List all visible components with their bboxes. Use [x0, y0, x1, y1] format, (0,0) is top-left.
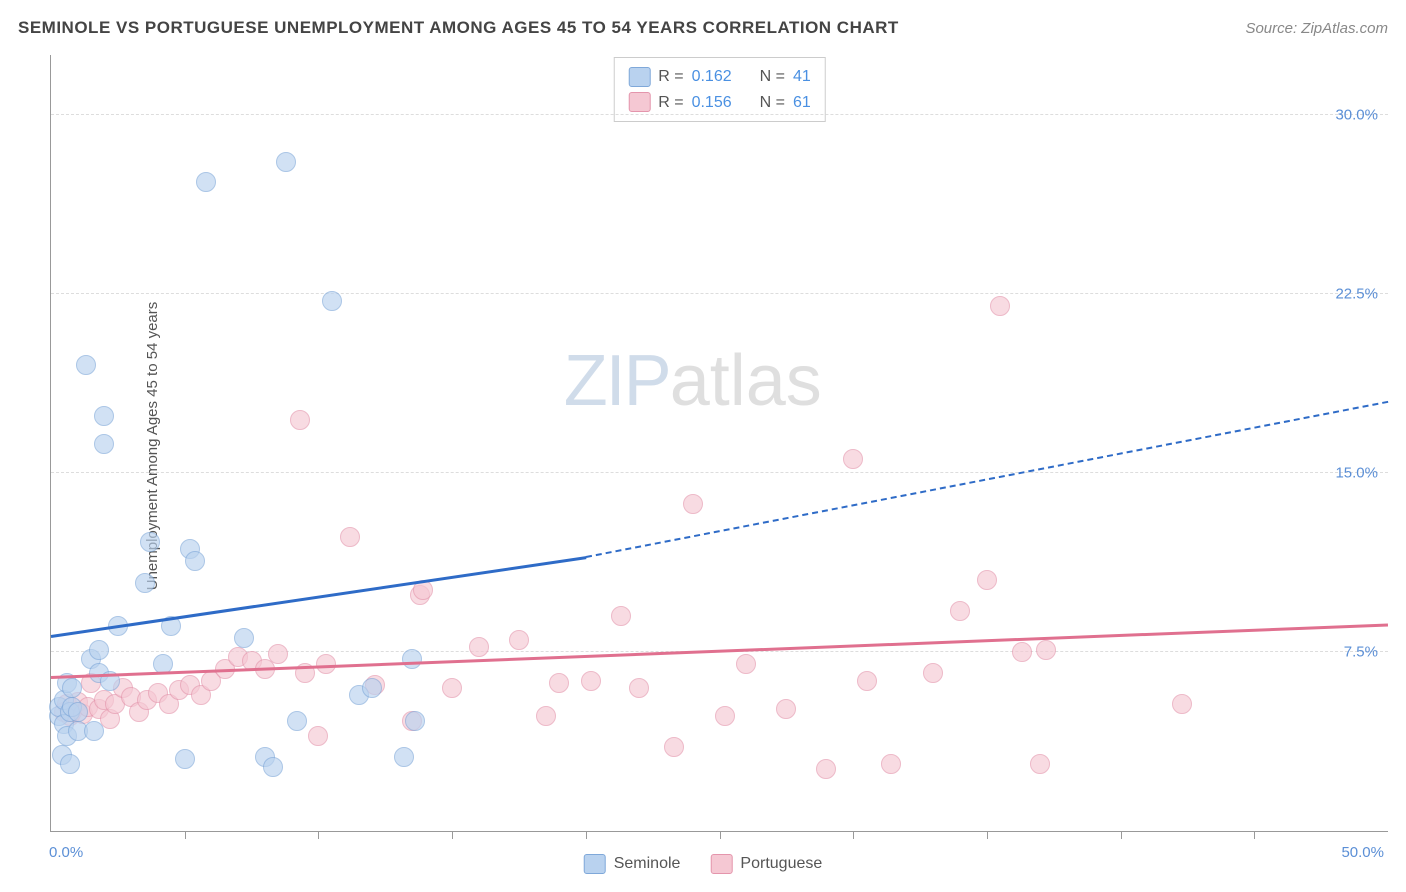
x-tick — [1121, 831, 1122, 839]
chart-title: SEMINOLE VS PORTUGUESE UNEMPLOYMENT AMON… — [18, 18, 899, 38]
data-point — [611, 606, 631, 626]
data-point — [263, 757, 283, 777]
data-point — [140, 532, 160, 552]
data-point — [276, 152, 296, 172]
data-point — [76, 355, 96, 375]
data-point — [581, 671, 601, 691]
trend-line — [51, 556, 586, 638]
legend-row: R = 0.156 N = 61 — [628, 90, 811, 116]
legend-item: Seminole — [584, 854, 681, 874]
data-point — [1172, 694, 1192, 714]
n-label: N = — [760, 90, 785, 116]
data-point — [94, 434, 114, 454]
data-point — [549, 673, 569, 693]
trend-line — [586, 401, 1389, 558]
data-point — [664, 737, 684, 757]
data-point — [196, 172, 216, 192]
data-point — [923, 663, 943, 683]
legend-label: Seminole — [614, 855, 681, 873]
data-point — [1036, 640, 1056, 660]
x-tick — [1254, 831, 1255, 839]
data-point — [1012, 642, 1032, 662]
x-tick — [586, 831, 587, 839]
grid-line — [51, 114, 1388, 115]
y-tick-label: 7.5% — [1344, 643, 1378, 660]
legend-item: Portuguese — [710, 854, 822, 874]
legend-row: R = 0.162 N = 41 — [628, 64, 811, 90]
x-tick — [853, 831, 854, 839]
r-label: R = — [658, 64, 683, 90]
data-point — [60, 754, 80, 774]
data-point — [84, 721, 104, 741]
x-tick — [452, 831, 453, 839]
watermark-zip: ZIP — [564, 341, 670, 421]
r-value: 0.156 — [692, 90, 732, 116]
data-point — [287, 711, 307, 731]
data-point — [68, 702, 88, 722]
data-point — [340, 527, 360, 547]
data-point — [1030, 754, 1050, 774]
legend-swatch — [584, 854, 606, 874]
data-point — [509, 630, 529, 650]
data-point — [977, 570, 997, 590]
data-point — [290, 410, 310, 430]
legend-label: Portuguese — [740, 855, 822, 873]
legend-swatch — [628, 92, 650, 112]
n-label: N = — [760, 64, 785, 90]
legend-swatch — [710, 854, 732, 874]
data-point — [990, 296, 1010, 316]
data-point — [405, 711, 425, 731]
data-point — [776, 699, 796, 719]
data-point — [362, 678, 382, 698]
data-point — [402, 649, 422, 669]
x-tick — [318, 831, 319, 839]
data-point — [843, 449, 863, 469]
n-value: 61 — [793, 90, 811, 116]
data-point — [857, 671, 877, 691]
data-point — [89, 640, 109, 660]
data-point — [234, 628, 254, 648]
x-tick-label: 50.0% — [1341, 844, 1384, 861]
y-tick-label: 30.0% — [1335, 106, 1378, 123]
data-point — [175, 749, 195, 769]
legend-swatch — [628, 67, 650, 87]
y-tick-label: 22.5% — [1335, 285, 1378, 302]
data-point — [629, 678, 649, 698]
data-point — [135, 573, 155, 593]
watermark: ZIPatlas — [564, 340, 822, 422]
data-point — [469, 637, 489, 657]
x-tick-label: 0.0% — [49, 844, 83, 861]
grid-line — [51, 293, 1388, 294]
data-point — [322, 291, 342, 311]
data-point — [715, 706, 735, 726]
data-point — [683, 494, 703, 514]
data-point — [268, 644, 288, 664]
x-tick — [987, 831, 988, 839]
data-point — [308, 726, 328, 746]
data-point — [442, 678, 462, 698]
data-point — [62, 678, 82, 698]
data-point — [394, 747, 414, 767]
data-point — [185, 551, 205, 571]
data-point — [94, 406, 114, 426]
data-point — [816, 759, 836, 779]
n-value: 41 — [793, 64, 811, 90]
data-point — [950, 601, 970, 621]
r-label: R = — [658, 90, 683, 116]
series-legend: Seminole Portuguese — [584, 854, 823, 874]
watermark-atlas: atlas — [670, 341, 822, 421]
r-value: 0.162 — [692, 64, 732, 90]
data-point — [881, 754, 901, 774]
data-point — [736, 654, 756, 674]
scatter-chart: ZIPatlas R = 0.162 N = 41 R = 0.156 N = 61 7.5%… — [50, 55, 1388, 832]
x-tick — [185, 831, 186, 839]
data-point — [536, 706, 556, 726]
grid-line — [51, 472, 1388, 473]
x-tick — [720, 831, 721, 839]
y-tick-label: 15.0% — [1335, 464, 1378, 481]
source-label: Source: ZipAtlas.com — [1245, 20, 1388, 37]
correlation-legend: R = 0.162 N = 41 R = 0.156 N = 61 — [613, 57, 826, 122]
